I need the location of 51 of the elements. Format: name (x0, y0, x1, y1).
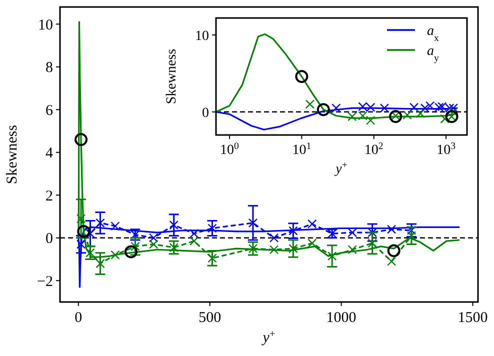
point (368, 238, 377, 248)
y-tick-label: 8 (46, 60, 53, 76)
point (387, 244, 400, 258)
point (110, 222, 120, 231)
x-tick-label: 500 (198, 310, 222, 326)
point (327, 251, 337, 261)
point (76, 214, 86, 224)
point (189, 236, 199, 246)
x-tick-label: 0 (74, 310, 82, 326)
x-axis-title: y$^{+}$ (260, 328, 276, 346)
x-tick-label: 10$^{1}$ (292, 140, 312, 158)
x-tick-label: 10$^{3}$ (436, 140, 456, 158)
x-tick-label: 1000 (326, 310, 356, 326)
point (308, 219, 317, 229)
point (130, 242, 140, 252)
point (86, 228, 95, 238)
point (288, 244, 298, 254)
y-tick-label: 6 (46, 102, 54, 119)
point (386, 224, 396, 234)
point (74, 133, 88, 146)
point (368, 228, 377, 238)
point (348, 228, 357, 238)
point (148, 240, 158, 249)
point (308, 238, 317, 248)
point (348, 245, 357, 254)
point (169, 220, 178, 230)
y-tick-label: −2 (37, 274, 53, 290)
x-axis-title: y$^{+}$ (334, 160, 348, 177)
x-tick-label: 1500 (458, 310, 488, 326)
y-axis-title: Skewness (4, 124, 20, 184)
point (110, 250, 120, 260)
point (386, 256, 396, 266)
point (148, 233, 158, 242)
point (77, 224, 90, 238)
y-tick-label: 2 (46, 188, 53, 204)
point (269, 233, 279, 242)
x-tick-label: 10$^{0}$ (220, 140, 240, 158)
point (96, 258, 105, 268)
y-tick-label: 0 (46, 231, 53, 248)
y-axis-title: Skewness (164, 48, 180, 104)
legend-label: a$_{y}$ (427, 44, 439, 64)
legend-label: a$_{x}$ (427, 24, 439, 44)
y-tick-label: 4 (46, 146, 54, 162)
point (189, 228, 199, 238)
y-tick-label: 10 (38, 17, 53, 34)
point (269, 245, 279, 254)
y-tick-label: 10 (195, 28, 209, 44)
x-tick-label: 10$^{2}$ (364, 140, 384, 158)
point (124, 245, 138, 258)
point (248, 218, 258, 228)
point (406, 231, 416, 240)
